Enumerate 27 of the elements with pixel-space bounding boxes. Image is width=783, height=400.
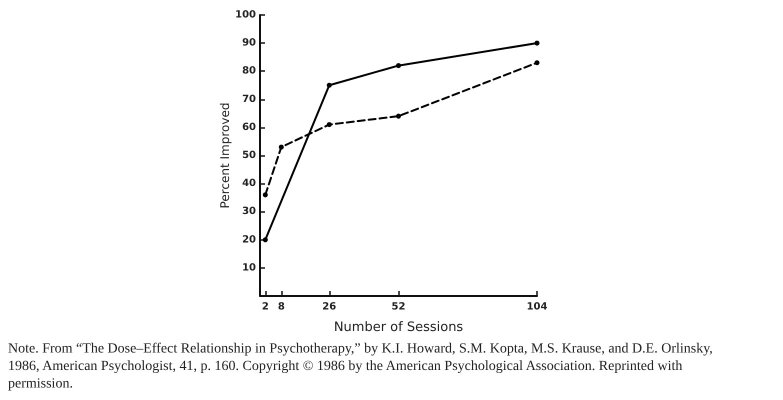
y-tick-label: 80 (242, 66, 256, 77)
y-tick-label: 40 (242, 178, 256, 190)
x-tick-label: 26 (322, 302, 336, 312)
x-tick-label: 104 (526, 302, 548, 312)
y-axis-title: Percent Improved (218, 102, 232, 208)
point (396, 63, 401, 68)
y-tick-label: 30 (242, 206, 256, 218)
point (326, 122, 332, 128)
y-tick-label: 60 (242, 122, 256, 133)
point (534, 40, 540, 46)
y-tick-label: 20 (242, 234, 256, 246)
point (534, 60, 540, 66)
point (262, 237, 268, 242)
point (278, 144, 284, 150)
x-axis-title: Number of Sessions (334, 320, 464, 335)
x-tick-label: 52 (392, 302, 406, 312)
point (396, 114, 401, 119)
y-tick-label: 90 (242, 38, 256, 49)
y-tick-label: 10 (242, 262, 256, 274)
point (262, 192, 268, 198)
x-tick-label: 8 (278, 302, 285, 312)
x-tick-label: 2 (262, 302, 269, 312)
text: Note. From “The Dose–Effect Relationship in Psychotherapy,” by K.I. Howard, S.M. Kopta, M.S. Krause, and D.E. Orlinsky, 1986, American Psychologist, 41, p. 160. Copyright © 1986 by the American Psychological Association. Reprinted with permission. (8, 341, 716, 392)
y-tick-label: 100 (235, 10, 256, 20)
y-tick-label: 50 (242, 150, 256, 161)
y-tick-label: 70 (242, 94, 256, 105)
point (326, 82, 332, 88)
